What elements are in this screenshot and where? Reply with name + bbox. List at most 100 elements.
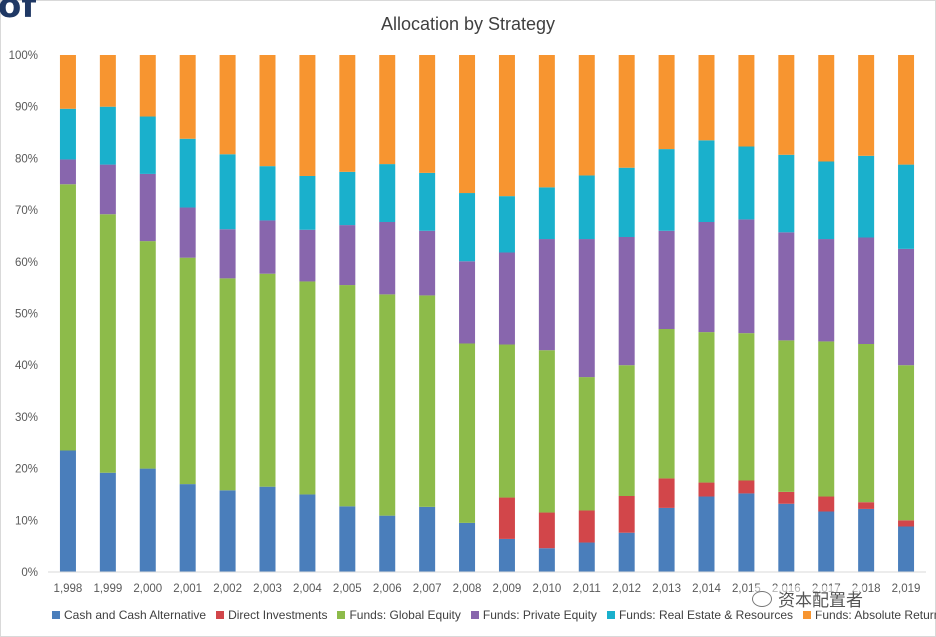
legend-item: Direct Investments <box>216 608 327 622</box>
bar-segment <box>658 507 675 572</box>
bar-segment <box>578 377 595 511</box>
bar-segment <box>339 55 356 172</box>
bar-segment <box>59 450 76 572</box>
legend-item: Funds: Real Estate & Resources <box>606 608 794 622</box>
bar-segment <box>259 55 276 167</box>
bar-segment <box>259 486 276 572</box>
y-tick-label: 40% <box>15 360 38 372</box>
bar-segment <box>339 506 356 572</box>
wechat-icon <box>752 590 772 607</box>
bar-segment <box>578 55 595 176</box>
bar-segment <box>99 214 116 473</box>
x-tick-label: 2,013 <box>652 583 681 595</box>
x-tick-label: 2,008 <box>453 583 482 595</box>
bar-segment <box>219 154 236 230</box>
x-tick-label: 2,019 <box>892 583 921 595</box>
legend-label: Funds: Real Estate & Resources <box>618 608 794 622</box>
bar-segment <box>738 333 755 481</box>
bar-segment <box>618 167 635 237</box>
bar-segment <box>738 146 755 220</box>
x-tick-label: 2,004 <box>293 583 322 595</box>
bar-segment <box>139 55 156 117</box>
bar-segment <box>858 55 875 156</box>
bar-segment <box>618 532 635 572</box>
bar-segment <box>299 175 316 230</box>
bar-segment <box>219 490 236 572</box>
bar-segment <box>339 285 356 507</box>
bar-segment <box>219 55 236 155</box>
x-tick-label: 2,009 <box>493 583 522 595</box>
bar-segment <box>898 526 915 572</box>
bar-segment <box>139 468 156 572</box>
bar-segment <box>658 329 675 479</box>
bar-segment <box>139 173 156 242</box>
x-tick-label: 1,999 <box>93 583 122 595</box>
bar-segment <box>738 55 755 147</box>
bar-segment <box>538 512 555 549</box>
watermark: 资本配置者 <box>752 586 863 611</box>
legend: Cash and Cash Alternative Direct Investme… <box>52 608 936 622</box>
y-tick-label: 0% <box>21 567 38 579</box>
bar-segment <box>618 236 635 366</box>
bar-segment <box>618 496 635 533</box>
bar-segment <box>99 106 116 165</box>
bar-segment <box>538 239 555 351</box>
bar-segment <box>59 108 76 160</box>
legend-item: Funds: Global Equity <box>337 608 461 622</box>
bar-segment <box>379 164 396 222</box>
bar-segment <box>618 365 635 496</box>
bar-segment <box>379 515 396 572</box>
bar-segment <box>59 159 76 185</box>
bar-segment <box>898 520 915 527</box>
x-tick-label: 2,002 <box>213 583 242 595</box>
legend-label: Funds: Global Equity <box>349 608 461 622</box>
bar-segment <box>738 480 755 494</box>
bar-segment <box>698 482 715 497</box>
legend-swatch <box>337 611 346 619</box>
bar-segment <box>898 164 915 249</box>
x-axis: 1,998 1,999 2,000 2,001 2,002 2,003 2,004 2,005… <box>48 571 926 595</box>
bar-segment <box>219 278 236 491</box>
x-tick-label: 2,003 <box>253 583 282 595</box>
bar-segment <box>459 193 476 262</box>
bar-segment <box>419 55 436 173</box>
legend-swatch <box>803 611 812 619</box>
bar-segment <box>219 229 236 279</box>
bar-segment <box>139 116 156 174</box>
bar-segment <box>858 237 875 344</box>
bar-segment <box>658 149 675 231</box>
bar-segment <box>698 55 715 141</box>
x-tick-label: 2,010 <box>532 583 561 595</box>
x-tick-label: 2,006 <box>373 583 402 595</box>
y-tick-label: 70% <box>15 205 38 217</box>
legend-label: Funds: Absolute Return <box>815 608 936 622</box>
bar-segment <box>379 55 396 165</box>
bar-segment <box>578 239 595 378</box>
y-tick-label: 90% <box>15 102 38 114</box>
bar-segment <box>818 161 835 240</box>
bar-segment <box>498 538 515 572</box>
bar-segment <box>858 155 875 238</box>
legend-item: Funds: Private Equity <box>470 608 597 622</box>
bar-segment <box>299 281 316 495</box>
bar-segment <box>538 350 555 513</box>
bar-segment <box>578 510 595 543</box>
y-tick-label: 20% <box>15 464 38 476</box>
x-tick-label: 2,011 <box>573 583 601 595</box>
bar-segment <box>858 344 875 503</box>
bar-segment <box>339 171 356 226</box>
bar-segment <box>818 496 835 512</box>
bar-segment <box>419 295 436 507</box>
bar-segment <box>778 503 795 572</box>
bar-segment <box>459 522 476 572</box>
bar-segment <box>259 220 276 274</box>
bar-segment <box>498 196 515 253</box>
bar-segment <box>419 506 436 572</box>
x-tick-label: 2,014 <box>692 583 721 595</box>
bar-segment <box>179 484 196 572</box>
bar-segment <box>818 55 835 162</box>
bar-segment <box>538 55 555 188</box>
bar-segment <box>459 343 476 523</box>
bar-segment <box>778 232 795 341</box>
